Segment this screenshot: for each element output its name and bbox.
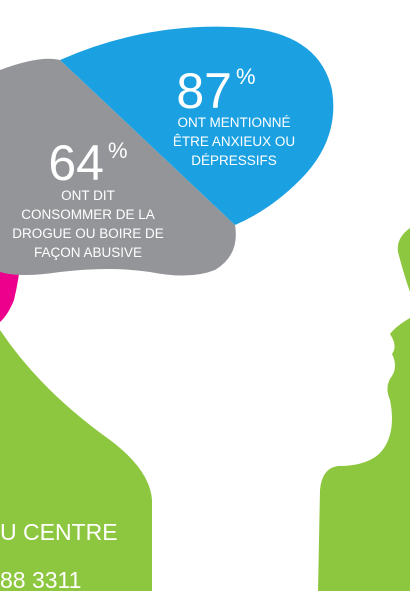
stat-unit: % [108, 138, 128, 163]
stat-text: ONT DIT [61, 188, 115, 203]
infographic: 87 % ONT MENTIONNÉ ÊTRE ANXIEUX OU DÉPRE… [0, 0, 410, 591]
stat-text: ONT MENTIONNÉ [177, 115, 290, 130]
stat-text: CONSOMMER DE LA [21, 207, 155, 222]
stat-text: DÉPRESSIFS [191, 153, 277, 168]
stat-text: FAÇON ABUSIVE [34, 245, 142, 260]
footer-text: U CENTRE [0, 519, 118, 545]
stat-value: 87 [176, 63, 232, 119]
footer-text: 88 3311 [0, 567, 81, 591]
stat-unit: % [236, 64, 256, 89]
stat-text: ÊTRE ANXIEUX OU [173, 134, 295, 149]
page: {"stats": [ {"value": "87", "unit": "%",… [0, 0, 410, 591]
stat-text: DROGUE OU BOIRE DE [12, 226, 164, 241]
stat-value: 64 [48, 135, 104, 191]
